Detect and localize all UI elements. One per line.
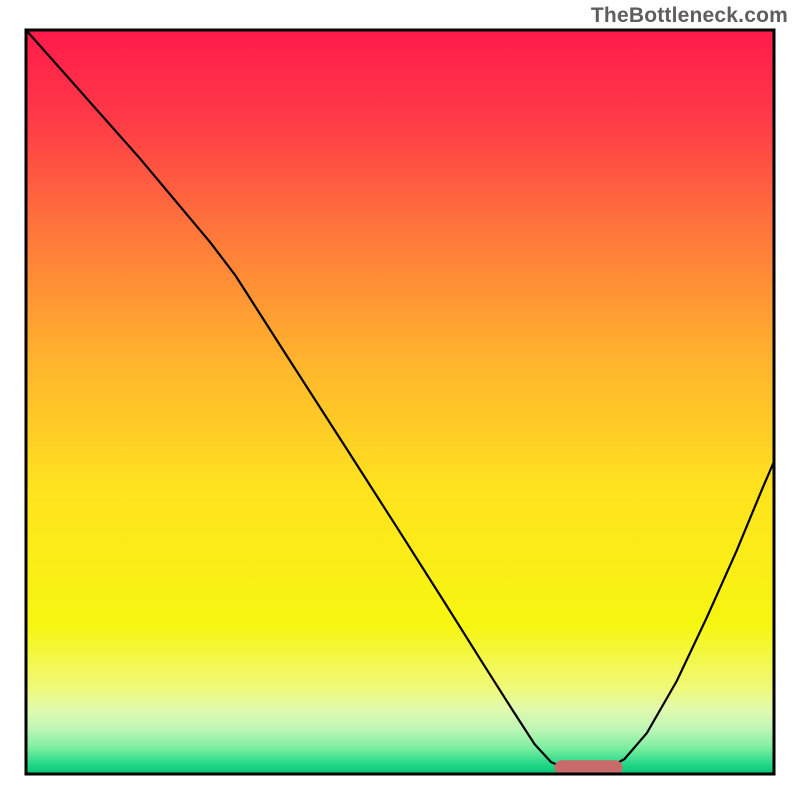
gradient-background	[26, 30, 774, 774]
watermark-text: TheBottleneck.com	[591, 4, 788, 28]
chart-svg	[0, 0, 800, 800]
chart-container: TheBottleneck.com	[0, 0, 800, 800]
